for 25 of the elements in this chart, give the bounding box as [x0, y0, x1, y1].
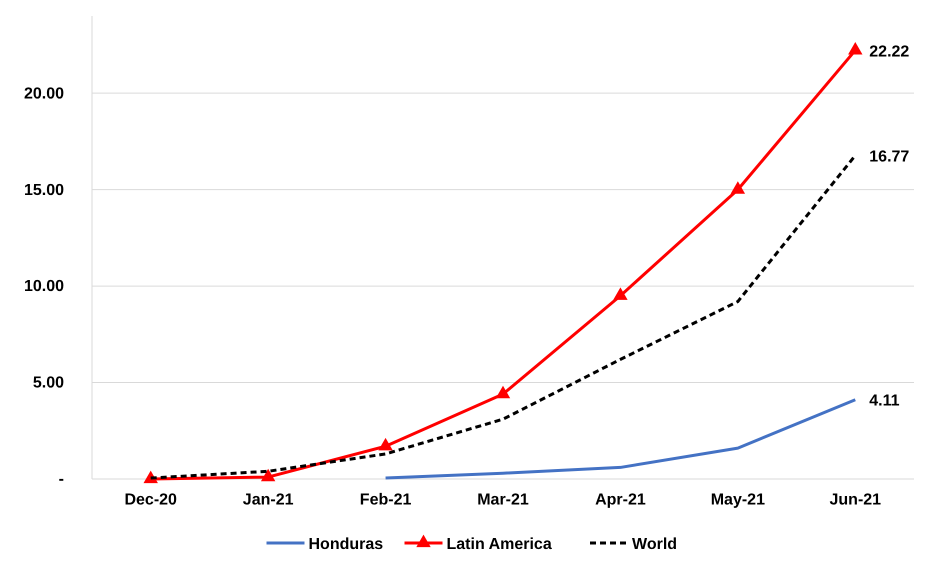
x-tick-label: May-21	[710, 491, 766, 508]
legend-label: Honduras	[308, 536, 384, 553]
y-tick-label: 10.00	[24, 278, 64, 296]
point	[496, 386, 510, 398]
line-series	[384, 398, 857, 480]
data-label: 22.22	[869, 43, 910, 60]
x-tick-label: Mar-21	[477, 491, 529, 508]
y-tick-label: 15.00	[24, 182, 64, 199]
x-tick-label: Dec-20	[124, 491, 178, 508]
y-tick-label: -	[58, 471, 64, 488]
legend-label: Latin America	[446, 536, 552, 553]
data-label: 4.11	[869, 392, 900, 410]
x-tick-label: Feb-21	[360, 491, 412, 508]
x-tick-label: Apr-21	[595, 491, 646, 508]
y-tick-label: 20.00	[24, 85, 64, 102]
y-tick-label: 5.00	[32, 374, 64, 392]
legend-label: World	[632, 536, 678, 553]
point	[260, 468, 276, 482]
point	[848, 42, 862, 54]
x-tick-label: Jan-21	[242, 491, 294, 508]
data-label: 16.77	[869, 148, 910, 166]
point	[613, 287, 628, 300]
point	[378, 438, 393, 450]
x-tick-label: Jun-21	[829, 491, 882, 508]
point	[730, 181, 746, 194]
